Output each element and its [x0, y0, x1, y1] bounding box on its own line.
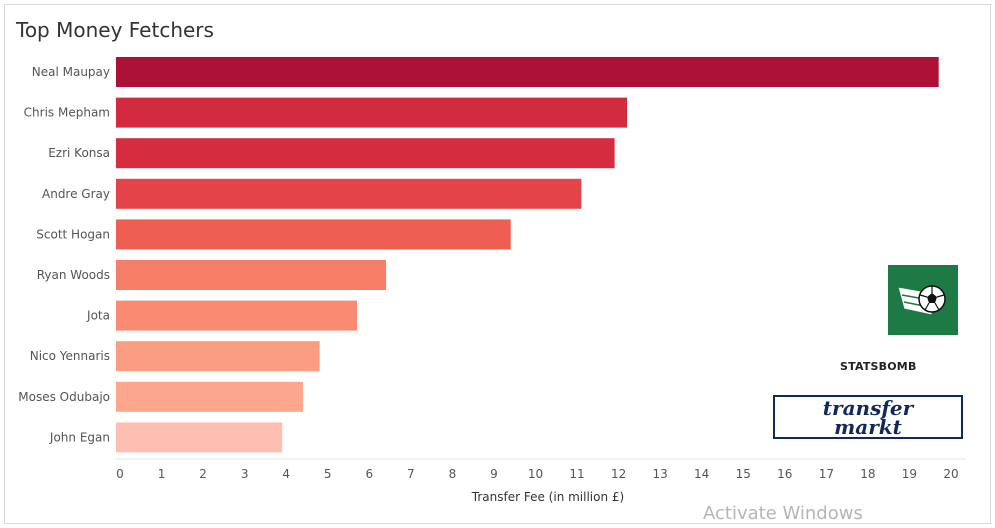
bar	[116, 422, 283, 453]
statsbomb-logo-text: STATSBOMB	[840, 360, 917, 373]
x-tick-label: 18	[860, 467, 875, 481]
category-label: Ryan Woods	[37, 268, 110, 282]
category-label: Andre Gray	[42, 187, 110, 201]
x-tick-label: 0	[116, 467, 124, 481]
bar	[116, 97, 628, 128]
x-tick-label: 5	[324, 467, 332, 481]
x-tick-label: 19	[902, 467, 917, 481]
bar	[116, 260, 387, 290]
x-tick-label: 1	[158, 467, 166, 481]
category-label: Scott Hogan	[36, 227, 110, 241]
statsbomb-logo: STATSBOMB	[840, 360, 917, 373]
x-axis-title: Transfer Fee (in million £)	[471, 490, 624, 504]
x-tick-label: 14	[694, 467, 709, 481]
x-tick-label: 4	[282, 467, 290, 481]
x-tick-label: 6	[365, 467, 373, 481]
bar	[116, 381, 303, 412]
x-tick-label: 20	[943, 467, 958, 481]
bar	[116, 57, 939, 87]
category-label: Ezri Konsa	[48, 146, 110, 160]
x-tick-label: 8	[449, 467, 457, 481]
x-tick-label: 17	[819, 467, 834, 481]
transfermarkt-logo-line2: markt	[834, 415, 902, 439]
bar	[116, 300, 357, 331]
bar	[116, 341, 320, 372]
category-label: Jota	[86, 309, 110, 323]
x-tick-label: 13	[653, 467, 668, 481]
bar	[116, 219, 511, 250]
category-label: John Egan	[49, 430, 110, 444]
transfermarkt-logo: transfer markt	[773, 395, 963, 439]
x-tick-label: 2	[199, 467, 207, 481]
bar	[116, 138, 615, 169]
category-label: Chris Mepham	[24, 106, 110, 120]
transfermarkt-logo-line1: transfer	[822, 396, 914, 420]
x-tick-label: 9	[490, 467, 498, 481]
soccer-ball-icon	[897, 285, 946, 316]
x-tick-label: 16	[777, 467, 792, 481]
x-tick-label: 7	[407, 467, 415, 481]
x-tick-label: 3	[241, 467, 249, 481]
x-tick-label: 15	[736, 467, 751, 481]
category-label: Nico Yennaris	[30, 349, 110, 363]
category-label: Neal Maupay	[32, 65, 110, 79]
category-label: Moses Odubajo	[18, 390, 110, 404]
activate-windows-watermark: Activate Windows	[703, 503, 863, 524]
soccer-ball-flag-logo	[888, 265, 958, 335]
x-tick-label: 10	[528, 467, 543, 481]
x-tick-label: 11	[569, 467, 584, 481]
x-tick-label: 12	[611, 467, 626, 481]
chart-title: Top Money Fetchers	[16, 18, 214, 42]
bar	[116, 178, 582, 209]
